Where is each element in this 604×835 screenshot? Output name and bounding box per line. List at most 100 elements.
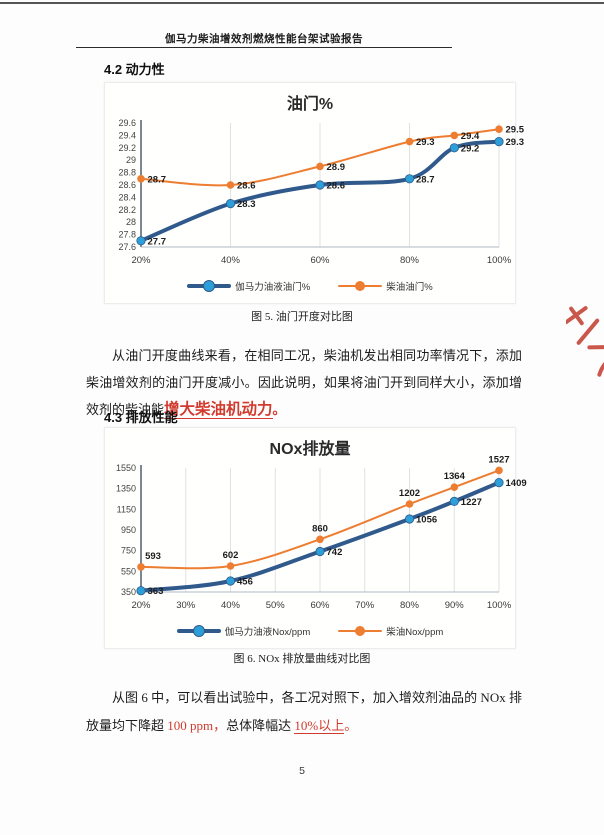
svg-text:29.5: 29.5 [506, 125, 525, 136]
svg-text:50%: 50% [266, 600, 286, 611]
page-header-title: 伽马力柴油增效剂燃烧性能台架试验报告 [165, 34, 363, 45]
svg-text:29.2: 29.2 [118, 143, 136, 153]
svg-text:27.6: 27.6 [118, 242, 136, 252]
svg-text:29.3: 29.3 [506, 137, 525, 148]
svg-text:742: 742 [327, 547, 343, 558]
legend-item-1: 柴油Nox/ppm [338, 624, 443, 638]
svg-text:60%: 60% [310, 600, 330, 611]
legend-marker-icon [187, 280, 232, 292]
svg-text:1550: 1550 [116, 463, 136, 473]
series-1-markers [137, 125, 503, 189]
svg-text:29.4: 29.4 [118, 130, 136, 140]
red-stamp-fragment [566, 306, 604, 377]
svg-text:363: 363 [148, 586, 164, 597]
svg-text:456: 456 [237, 577, 253, 588]
header-divider [76, 47, 452, 48]
series-0-markers [136, 137, 504, 246]
chart-plot-area: 29.629.429.22928.828.628.428.22827.827.6… [118, 118, 524, 266]
svg-text:1350: 1350 [116, 484, 136, 494]
paragraph2-part1: 从图 6 中，可以看出试验中，各工况对照下，加入增效剂油品的 NOx 排放量均下… [86, 690, 522, 733]
legend-label: 柴油Nox/ppm [386, 627, 444, 638]
paragraph2-tail: 。 [344, 718, 358, 733]
svg-text:593: 593 [145, 551, 161, 562]
nox-analysis-paragraph: 从图 6 中，可以看出试验中，各工况对照下，加入增效剂油品的 NOx 排放量均下… [86, 684, 522, 740]
svg-text:1202: 1202 [399, 488, 420, 499]
nox-chart-title: NOx排放量 [269, 441, 351, 458]
throttle-chart: 29.6 29.4 29.2 29 28.8 28.6 28.4 28.2 28 27.8 27.6… [105, 115, 524, 293]
series-1-labels: 28.7 28.6 28.9 29.3 29.4 29.5 [148, 125, 525, 192]
series-0-markers [136, 478, 504, 596]
svg-text:29.3: 29.3 [416, 137, 435, 148]
paragraph2-red2: 10%以上 [294, 718, 345, 734]
scan-edge-line [0, 2, 604, 4]
svg-text:27.7: 27.7 [148, 236, 167, 247]
svg-text:29.4: 29.4 [461, 131, 480, 142]
paragraph1-highlight: 增大柴油机动力 [164, 401, 273, 419]
svg-text:950: 950 [121, 525, 136, 535]
svg-text:28.3: 28.3 [237, 199, 256, 210]
series-0-labels: 363 456 742 1056 1227 1409 [148, 478, 527, 597]
svg-text:860: 860 [312, 523, 328, 534]
svg-text:1056: 1056 [416, 515, 437, 526]
svg-text:1364: 1364 [444, 471, 466, 482]
svg-text:90%: 90% [445, 600, 465, 611]
svg-text:40%: 40% [221, 600, 241, 611]
svg-text:28.7: 28.7 [416, 174, 435, 185]
chart-legend: 伽马力油液油门% 柴油油门% [105, 279, 515, 293]
series-1-markers [137, 466, 503, 571]
nox-chart-panel: NOx排放量 1550 1350 1150 950 750 550 350 20% 30% 40%… [104, 427, 527, 649]
power-analysis-paragraph: 从油门开度曲线来看，在相同工况，柴油机发出相同功率情况下，添加柴油增效剂的油门开… [86, 342, 522, 423]
svg-text:20%: 20% [131, 255, 151, 266]
svg-text:29: 29 [126, 155, 136, 165]
series-1-labels: 593 602 860 1202 1364 1527 [145, 454, 510, 562]
svg-text:28.7: 28.7 [148, 174, 167, 185]
legend-marker-icon [338, 280, 383, 291]
svg-text:100%: 100% [487, 255, 512, 266]
series-0-labels: 27.7 28.3 28.6 28.7 29.2 29.3 [148, 137, 525, 247]
legend-marker-icon [176, 625, 221, 637]
svg-text:27.8: 27.8 [118, 230, 136, 240]
legend-marker-icon [338, 625, 383, 636]
svg-text:28.6: 28.6 [118, 180, 136, 190]
legend-item-0: 伽马力油液Nox/ppm [176, 624, 311, 638]
legend-label: 伽马力油液Nox/ppm [224, 627, 311, 638]
paragraph1-lead: 从油门开度曲线来看，在相同工况，柴油机发出相同功率情况下，添加柴油增效剂的油门开… [86, 348, 522, 417]
nox-chart: 1550 1350 1150 950 750 550 350 20% 30% 40% 50% 60% 7… [105, 454, 527, 638]
svg-text:28.2: 28.2 [118, 205, 136, 215]
svg-text:30%: 30% [176, 600, 196, 611]
svg-text:40%: 40% [221, 255, 241, 266]
svg-text:20%: 20% [131, 600, 151, 611]
svg-text:1527: 1527 [488, 454, 509, 465]
svg-text:70%: 70% [355, 600, 375, 611]
svg-text:750: 750 [121, 546, 136, 556]
svg-text:28.6: 28.6 [327, 181, 346, 192]
figure6-caption: 图 6. NOx 排放量曲线对比图 [233, 653, 371, 665]
svg-text:29.2: 29.2 [461, 143, 480, 154]
svg-text:350: 350 [121, 587, 136, 597]
svg-text:1227: 1227 [461, 497, 482, 508]
section-heading-4-3: 4.3 排放性能 [104, 410, 178, 425]
svg-text:28.4: 28.4 [118, 192, 136, 202]
paragraph2-red1: 100 ppm， [167, 718, 227, 733]
legend-item-0: 伽马力油液油门% [187, 279, 310, 293]
throttle-chart-panel: 油门% 29.6 29.4 29.2 29 28.8 28.6 28.4 28.2 28 27.8… [104, 82, 525, 304]
svg-text:100%: 100% [487, 600, 512, 611]
figure5-caption: 图 5. 油门开度对比图 [251, 311, 353, 323]
svg-text:60%: 60% [310, 255, 330, 266]
svg-text:80%: 80% [400, 255, 420, 266]
svg-text:1409: 1409 [506, 478, 527, 489]
chart-legend: 伽马力油液Nox/ppm 柴油Nox/ppm [105, 624, 515, 638]
svg-text:28: 28 [126, 217, 136, 227]
throttle-chart-title: 油门% [286, 96, 334, 113]
legend-label: 柴油油门% [386, 282, 433, 293]
paragraph2-part2: 总体降幅达 [226, 718, 295, 733]
svg-text:550: 550 [121, 566, 136, 576]
svg-text:28.8: 28.8 [118, 168, 136, 178]
page-number: 5 [299, 765, 305, 777]
svg-text:28.6: 28.6 [237, 181, 256, 192]
legend-label: 伽马力油液油门% [235, 282, 311, 293]
svg-text:80%: 80% [400, 600, 420, 611]
paragraph1-tail: 。 [272, 402, 286, 417]
chart-plot-area: 1550 1350 1150 950 750 550 350 20% 30% 40% 50% 60% 7… [116, 454, 527, 611]
